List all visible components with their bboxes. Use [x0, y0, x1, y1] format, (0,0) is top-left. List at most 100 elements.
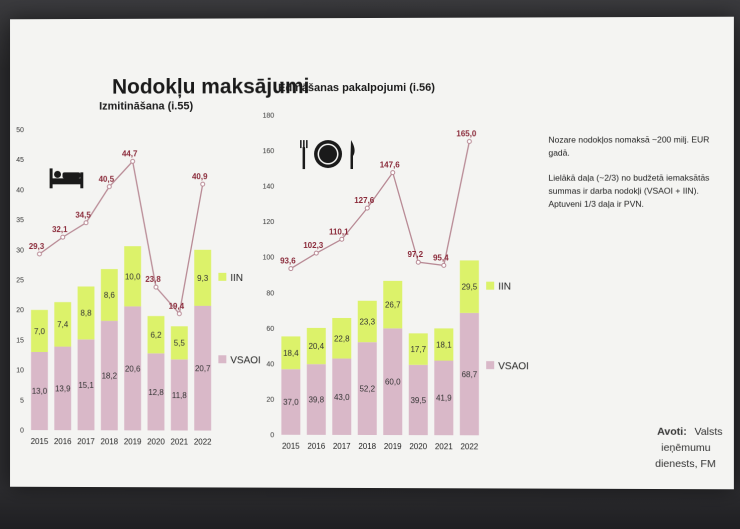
- x-tick-label: 2016: [307, 442, 325, 451]
- line-label: 110,1: [329, 227, 349, 236]
- x-tick-label: 2021: [170, 437, 188, 446]
- line-point: [131, 159, 135, 163]
- note-2-line-2: summas ir darba nodokļi (VSAOI + IIN).: [548, 186, 698, 196]
- bar-label-vsaoi: 20,7: [195, 364, 211, 373]
- bar-label-vsaoi: 52,2: [359, 385, 375, 394]
- projection-screen: Nodokļu maksājumi Izmitināšana (i.55) 0 5 1…: [10, 17, 734, 490]
- x-tick-label: 2018: [358, 442, 376, 451]
- y-tick-label: 20: [16, 307, 24, 314]
- line-point: [177, 312, 181, 316]
- bar-label-iin: 22,8: [334, 334, 350, 343]
- note-1-line-2: gadā.: [548, 148, 569, 158]
- x-tick-label: 2020: [409, 442, 427, 451]
- y-tick-label: 15: [16, 337, 24, 344]
- x-tick-label: 2020: [147, 437, 165, 446]
- bar-label-iin: 6,2: [150, 331, 162, 340]
- note-1: Nozare nodokļos nomaksā ~200 milj. EUR g…: [548, 134, 709, 157]
- y-tick-label: 160: [263, 148, 275, 155]
- line-label: 147,6: [380, 161, 401, 170]
- chart-izmitinasana: Izmitināšana (i.55)051015202530354045501…: [16, 100, 261, 446]
- bar-label-vsaoi: 13,0: [32, 387, 48, 396]
- x-tick-label: 2021: [435, 442, 453, 451]
- bar-label-vsaoi: 68,7: [462, 370, 478, 379]
- chart-edinasana: Ēdināšanas pakalpojumi (i.56)02040608010…: [263, 82, 529, 452]
- bar-label-iin: 20,4: [309, 342, 325, 351]
- legend-swatch-iin: [486, 282, 494, 290]
- bar-label-iin: 23,3: [359, 317, 375, 326]
- y-tick-label: 0: [20, 428, 24, 435]
- line-point: [314, 251, 318, 255]
- slide: Nodokļu maksājumi Izmitināšana (i.55) 0 5 1…: [10, 17, 734, 490]
- line-label: 40,9: [192, 172, 208, 181]
- bar-label-iin: 26,7: [385, 301, 401, 310]
- legend-label-vsaoi: VSAOI: [498, 361, 529, 372]
- bed-icon: [50, 168, 84, 188]
- y-tick-label: 180: [263, 113, 275, 120]
- legend-label-vsaoi: VSAOI: [230, 355, 260, 366]
- y-tick-label: 50: [16, 127, 24, 134]
- line-label: 44,7: [122, 149, 138, 158]
- bar-label-vsaoi: 60,0: [385, 378, 401, 387]
- note-2: Lielākā daļa (~2/3) no budžetā iemaksātā…: [548, 173, 709, 209]
- bar-label-iin: 7,0: [34, 327, 46, 336]
- x-tick-label: 2022: [194, 437, 212, 446]
- x-tick-label: 2019: [124, 437, 142, 446]
- line-point: [107, 185, 111, 189]
- note-1-line-1: Nozare nodokļos nomaksā ~200 milj. EUR: [548, 134, 709, 144]
- line-label: 97,2: [407, 250, 423, 259]
- line-label: 23,8: [145, 275, 161, 284]
- bar-label-iin: 8,8: [81, 309, 93, 318]
- line-point: [61, 235, 65, 239]
- line-point: [154, 285, 158, 289]
- line-point: [416, 260, 420, 264]
- legend-label-iin: IIN: [498, 282, 511, 293]
- line-label: 32,1: [52, 225, 68, 234]
- y-tick-label: 45: [16, 157, 24, 164]
- source-line-2: ieņēmumu: [661, 443, 711, 454]
- x-tick-label: 2018: [101, 437, 119, 446]
- bar-label-iin: 9,3: [197, 274, 209, 283]
- x-tick-label: 2015: [31, 437, 49, 446]
- line-label: 19,4: [169, 302, 185, 311]
- plate-cutlery-icon: [300, 140, 355, 169]
- legend-swatch-vsaoi: [486, 361, 494, 369]
- bar-label-iin: 7,4: [57, 320, 69, 329]
- source-line-1: Valsts: [694, 427, 722, 438]
- line-point: [442, 263, 446, 267]
- line-label: 29,3: [29, 242, 45, 251]
- bar-label-iin: 10,0: [125, 272, 141, 281]
- x-tick-label: 2022: [460, 442, 478, 451]
- y-tick-label: 140: [263, 184, 275, 191]
- y-tick-label: 25: [16, 277, 24, 284]
- line-point: [467, 139, 471, 143]
- source: Avoti: Valsts ieņēmumu dienests, FM: [655, 427, 722, 470]
- bar-label-vsaoi: 43,0: [334, 393, 350, 402]
- x-tick-label: 2019: [384, 442, 402, 451]
- line-point: [340, 237, 344, 241]
- line-label: 95,4: [433, 253, 449, 262]
- bar-label-vsaoi: 12,8: [148, 388, 164, 397]
- y-tick-label: 40: [266, 361, 274, 368]
- chart-title: Izmitināšana (i.55): [99, 100, 193, 112]
- bar-label-vsaoi: 18,2: [102, 372, 118, 381]
- y-tick-label: 20: [266, 397, 274, 404]
- note-2-line-1: Lielākā daļa (~2/3) no budžetā iemaksātā…: [548, 173, 709, 183]
- x-tick-label: 2017: [333, 442, 351, 451]
- source-line-3: dienests, FM: [655, 459, 716, 470]
- bar-label-vsaoi: 39,8: [309, 395, 325, 404]
- bar-label-iin: 8,6: [104, 291, 116, 300]
- legend-label-iin: IIN: [230, 273, 243, 284]
- line-label: 127,6: [354, 196, 375, 205]
- x-tick-label: 2017: [77, 437, 95, 446]
- bar-label-vsaoi: 15,1: [78, 381, 94, 390]
- line-label: 165,0: [456, 129, 477, 138]
- bar-label-iin: 29,5: [462, 283, 478, 292]
- y-tick-label: 35: [16, 217, 24, 224]
- bar-label-vsaoi: 41,9: [436, 394, 452, 403]
- line-label: 40,5: [99, 175, 115, 184]
- x-tick-label: 2015: [282, 442, 300, 451]
- chart-title: Ēdināšanas pakalpojumi (i.56): [278, 82, 435, 94]
- line-point: [289, 267, 293, 271]
- legend-swatch-vsaoi: [218, 355, 226, 363]
- floor: [0, 488, 740, 529]
